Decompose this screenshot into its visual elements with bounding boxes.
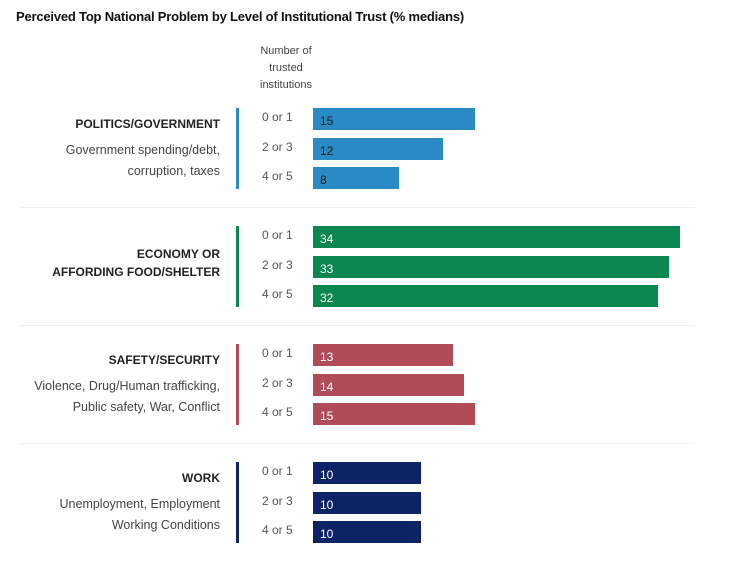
row-label: 0 or 1: [262, 346, 293, 360]
bar-value-label: 8: [320, 173, 327, 187]
bar: 10: [313, 462, 421, 484]
row-label: 2 or 3: [262, 494, 293, 508]
bar: 34: [313, 226, 680, 248]
chart-title: Perceived Top National Problem by Level …: [16, 9, 464, 24]
bar-value-label: 12: [320, 144, 334, 158]
bar-value-label: 10: [320, 498, 334, 512]
row-axis-title-line: institutions: [260, 79, 312, 91]
category-label-block: SAFETY/SECURITY Violence, Drug/Human traf…: [34, 351, 220, 418]
category-subtitle-line: Government spending/debt,: [65, 142, 220, 157]
category-title-line: SAFETY/SECURITY: [108, 352, 220, 367]
bar-value-label: 15: [320, 409, 334, 423]
bar-value-label: 33: [320, 262, 334, 276]
group-color-rule: [236, 226, 239, 307]
category-label-block: WORK Unemployment, Employment Working Cond…: [60, 469, 220, 536]
bar: 32: [313, 285, 658, 307]
row-label: 4 or 5: [262, 169, 293, 183]
group-color-rule: [236, 462, 239, 543]
row-label: 2 or 3: [262, 258, 293, 272]
row-label: 4 or 5: [262, 405, 293, 419]
bar: 10: [313, 521, 421, 543]
bar-value-label: 13: [320, 350, 334, 364]
bar-value-label: 14: [320, 380, 334, 394]
category-title: WORK: [60, 469, 220, 487]
category-subtitle-line: Public safety, War, Conflict: [72, 399, 220, 414]
category-title: SAFETY/SECURITY: [34, 351, 220, 369]
category-label-block: ECONOMY OR AFFORDING FOOD/SHELTER: [52, 245, 220, 288]
row-label: 2 or 3: [262, 376, 293, 390]
bar-value-label: 32: [320, 291, 334, 305]
row-axis-title-line: trusted: [269, 62, 303, 74]
category-subtitle-line: corruption, taxes: [127, 163, 220, 178]
category-title-line: WORK: [182, 470, 220, 485]
bar: 10: [313, 492, 421, 514]
category-title-line: AFFORDING FOOD/SHELTER: [52, 264, 220, 279]
row-label: 0 or 1: [262, 228, 293, 242]
group-divider: [20, 207, 695, 208]
category-subtitle-line: Violence, Drug/Human trafficking,: [34, 378, 220, 393]
category-subtitle-line: Unemployment, Employment: [59, 496, 220, 511]
group-divider: [20, 443, 695, 444]
bar: 15: [313, 403, 475, 425]
category-subtitle-line: Working Conditions: [111, 517, 220, 532]
bar-value-label: 15: [320, 114, 334, 128]
bar-value-label: 10: [320, 527, 334, 541]
group-color-rule: [236, 108, 239, 189]
bar: 33: [313, 256, 669, 278]
group-divider: [20, 325, 695, 326]
row-label: 4 or 5: [262, 287, 293, 301]
bar: 12: [313, 138, 443, 160]
bar: 15: [313, 108, 475, 130]
row-label: 4 or 5: [262, 523, 293, 537]
row-label: 2 or 3: [262, 140, 293, 154]
row-axis-title-line: Number of: [260, 45, 312, 57]
bar-value-label: 34: [320, 232, 334, 246]
bar: 14: [313, 374, 464, 396]
category-title-line: POLITICS/GOVERNMENT: [75, 116, 220, 131]
bar-value-label: 10: [320, 468, 334, 482]
bar: 8: [313, 167, 399, 189]
category-title: POLITICS/GOVERNMENT: [66, 115, 220, 133]
bar: 13: [313, 344, 453, 366]
row-label: 0 or 1: [262, 110, 293, 124]
category-label-block: POLITICS/GOVERNMENT Government spending/d…: [66, 115, 220, 182]
category-title-line: ECONOMY OR: [136, 246, 220, 261]
row-axis-title: Number of trusted institutions: [246, 43, 326, 94]
group-color-rule: [236, 344, 239, 425]
category-title: ECONOMY OR AFFORDING FOOD/SHELTER: [52, 245, 220, 281]
row-label: 0 or 1: [262, 464, 293, 478]
